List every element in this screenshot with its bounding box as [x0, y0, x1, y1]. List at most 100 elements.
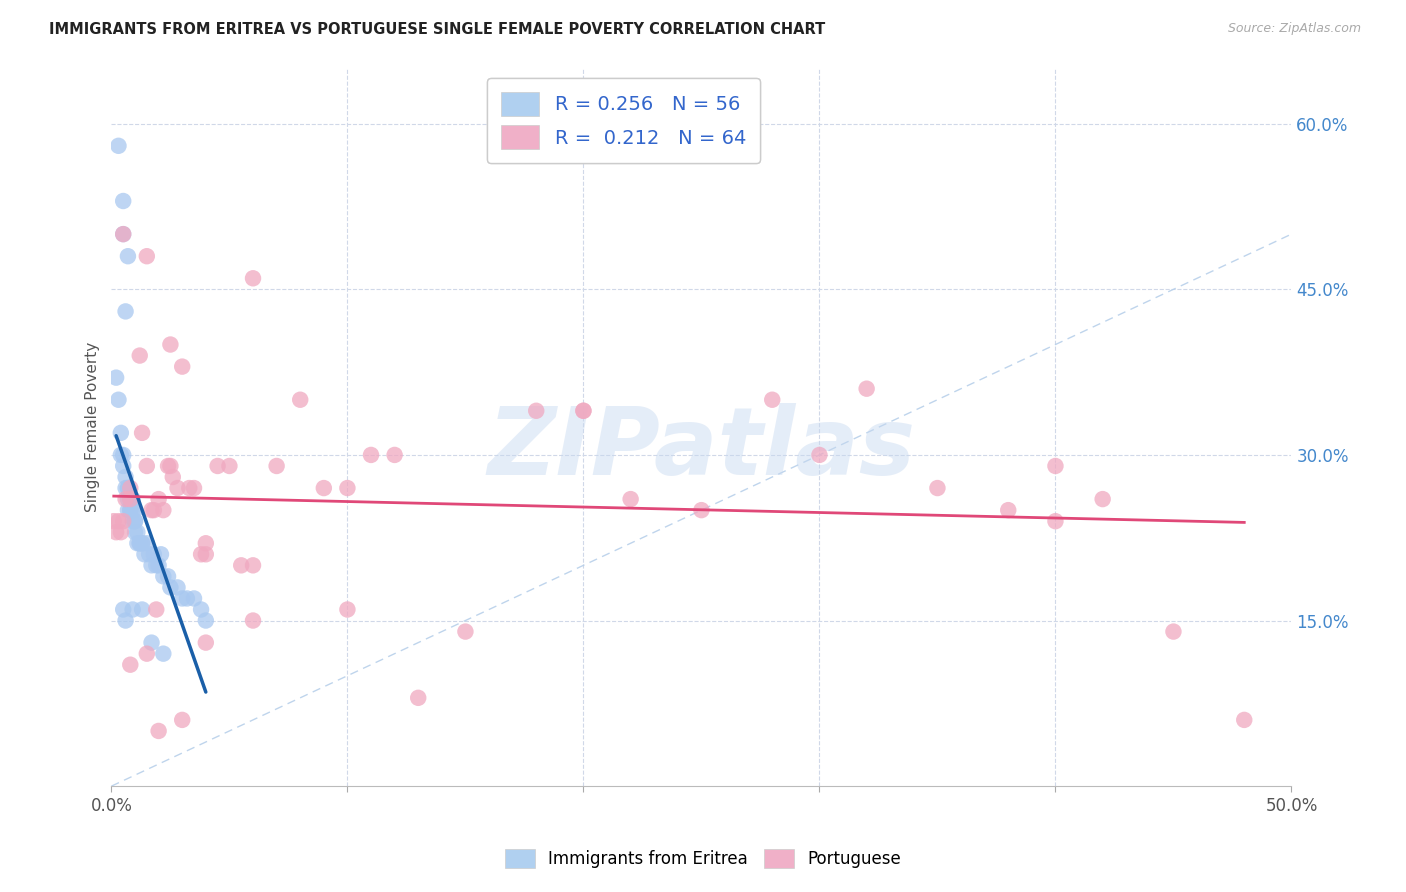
Point [124, 514, 146, 528]
Y-axis label: Single Female Poverty: Single Female Poverty [86, 343, 100, 513]
Point [124, 503, 146, 517]
Point [145, 558, 167, 573]
Point [183, 481, 205, 495]
Point [117, 249, 139, 263]
Point [194, 547, 217, 561]
Point [114, 492, 136, 507]
Point [997, 503, 1019, 517]
Point [107, 392, 129, 407]
Point [406, 690, 429, 705]
Point [218, 458, 240, 473]
Legend: R = 0.256   N = 56, R =  0.212   N = 64: R = 0.256 N = 56, R = 0.212 N = 64 [486, 78, 761, 162]
Point [166, 481, 188, 495]
Point [148, 723, 170, 738]
Point [927, 481, 949, 495]
Point [117, 492, 139, 507]
Point [105, 525, 128, 540]
Point [149, 547, 172, 561]
Point [105, 370, 128, 384]
Point [183, 591, 205, 606]
Point [454, 624, 477, 639]
Point [131, 602, 153, 616]
Point [112, 194, 135, 208]
Point [128, 349, 150, 363]
Point [157, 569, 180, 583]
Point [159, 581, 181, 595]
Point [808, 448, 831, 462]
Text: Source: ZipAtlas.com: Source: ZipAtlas.com [1227, 22, 1361, 36]
Point [112, 448, 135, 462]
Point [110, 525, 132, 540]
Point [524, 404, 547, 418]
Text: ZIPatlas: ZIPatlas [488, 403, 915, 495]
Point [1045, 458, 1067, 473]
Point [112, 227, 135, 241]
Point [128, 536, 150, 550]
Point [142, 547, 165, 561]
Point [138, 547, 160, 561]
Point [120, 503, 142, 517]
Point [120, 492, 142, 507]
Point [207, 458, 229, 473]
Point [190, 547, 212, 561]
Point [117, 503, 139, 517]
Point [114, 481, 136, 495]
Point [110, 425, 132, 440]
Point [194, 536, 217, 550]
Point [159, 458, 181, 473]
Point [131, 536, 153, 550]
Point [114, 470, 136, 484]
Point [135, 249, 157, 263]
Point [148, 492, 170, 507]
Point [152, 569, 174, 583]
Point [190, 602, 212, 616]
Point [172, 591, 194, 606]
Point [162, 470, 184, 484]
Point [121, 492, 143, 507]
Point [135, 536, 157, 550]
Point [124, 514, 146, 528]
Point [194, 614, 217, 628]
Point [620, 492, 643, 507]
Point [120, 657, 142, 672]
Point [121, 602, 143, 616]
Point [172, 359, 194, 374]
Point [1091, 492, 1114, 507]
Point [176, 591, 198, 606]
Point [131, 536, 153, 550]
Point [124, 525, 146, 540]
Point [690, 503, 713, 517]
Point [121, 514, 143, 528]
Point [242, 614, 264, 628]
Point [152, 503, 174, 517]
Point [266, 458, 288, 473]
Point [112, 458, 135, 473]
Point [194, 635, 217, 649]
Point [166, 581, 188, 595]
Point [141, 635, 163, 649]
Point [152, 647, 174, 661]
Point [336, 481, 359, 495]
Point [1163, 624, 1185, 639]
Point [141, 558, 163, 573]
Point [114, 304, 136, 318]
Point [855, 382, 877, 396]
Point [1045, 514, 1067, 528]
Point [141, 503, 163, 517]
Point [1233, 713, 1256, 727]
Point [110, 448, 132, 462]
Point [107, 138, 129, 153]
Point [142, 503, 165, 517]
Point [127, 536, 149, 550]
Point [112, 227, 135, 241]
Point [145, 602, 167, 616]
Point [127, 525, 149, 540]
Point [231, 558, 253, 573]
Point [128, 536, 150, 550]
Point [572, 404, 595, 418]
Legend: Immigrants from Eritrea, Portuguese: Immigrants from Eritrea, Portuguese [498, 843, 908, 875]
Point [312, 481, 335, 495]
Point [120, 481, 142, 495]
Point [131, 425, 153, 440]
Point [112, 514, 135, 528]
